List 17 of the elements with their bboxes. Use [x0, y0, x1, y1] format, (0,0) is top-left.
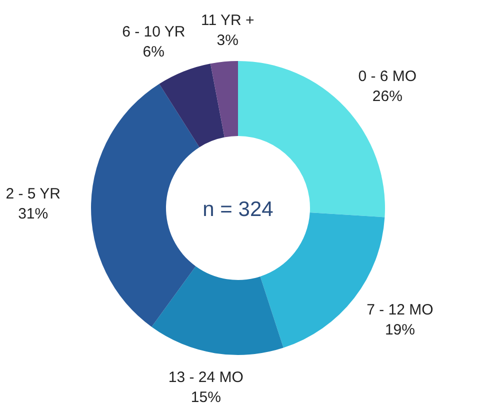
donut-slice — [91, 84, 200, 327]
data-label: 3% — [216, 32, 238, 49]
data-label: 15% — [190, 388, 221, 406]
slice-label: 6 - 10 YR — [122, 24, 186, 41]
data-label: 6% — [142, 44, 164, 61]
donut-slice — [152, 266, 284, 355]
data-label: 26% — [372, 88, 402, 105]
slice-label: 13 - 24 MO — [168, 368, 244, 386]
slice-label: 0 - 6 MO — [358, 68, 417, 85]
data-label: 19% — [384, 321, 415, 338]
text: n = 324 — [202, 198, 274, 221]
slice-label: 11 YR + — [201, 12, 254, 29]
slice-label: 2 - 5 YR — [6, 185, 61, 202]
donut-slice — [159, 64, 225, 148]
slice-label: 7 - 12 MO — [366, 301, 434, 318]
data-label: 31% — [18, 205, 48, 222]
donut-slice — [210, 61, 238, 138]
